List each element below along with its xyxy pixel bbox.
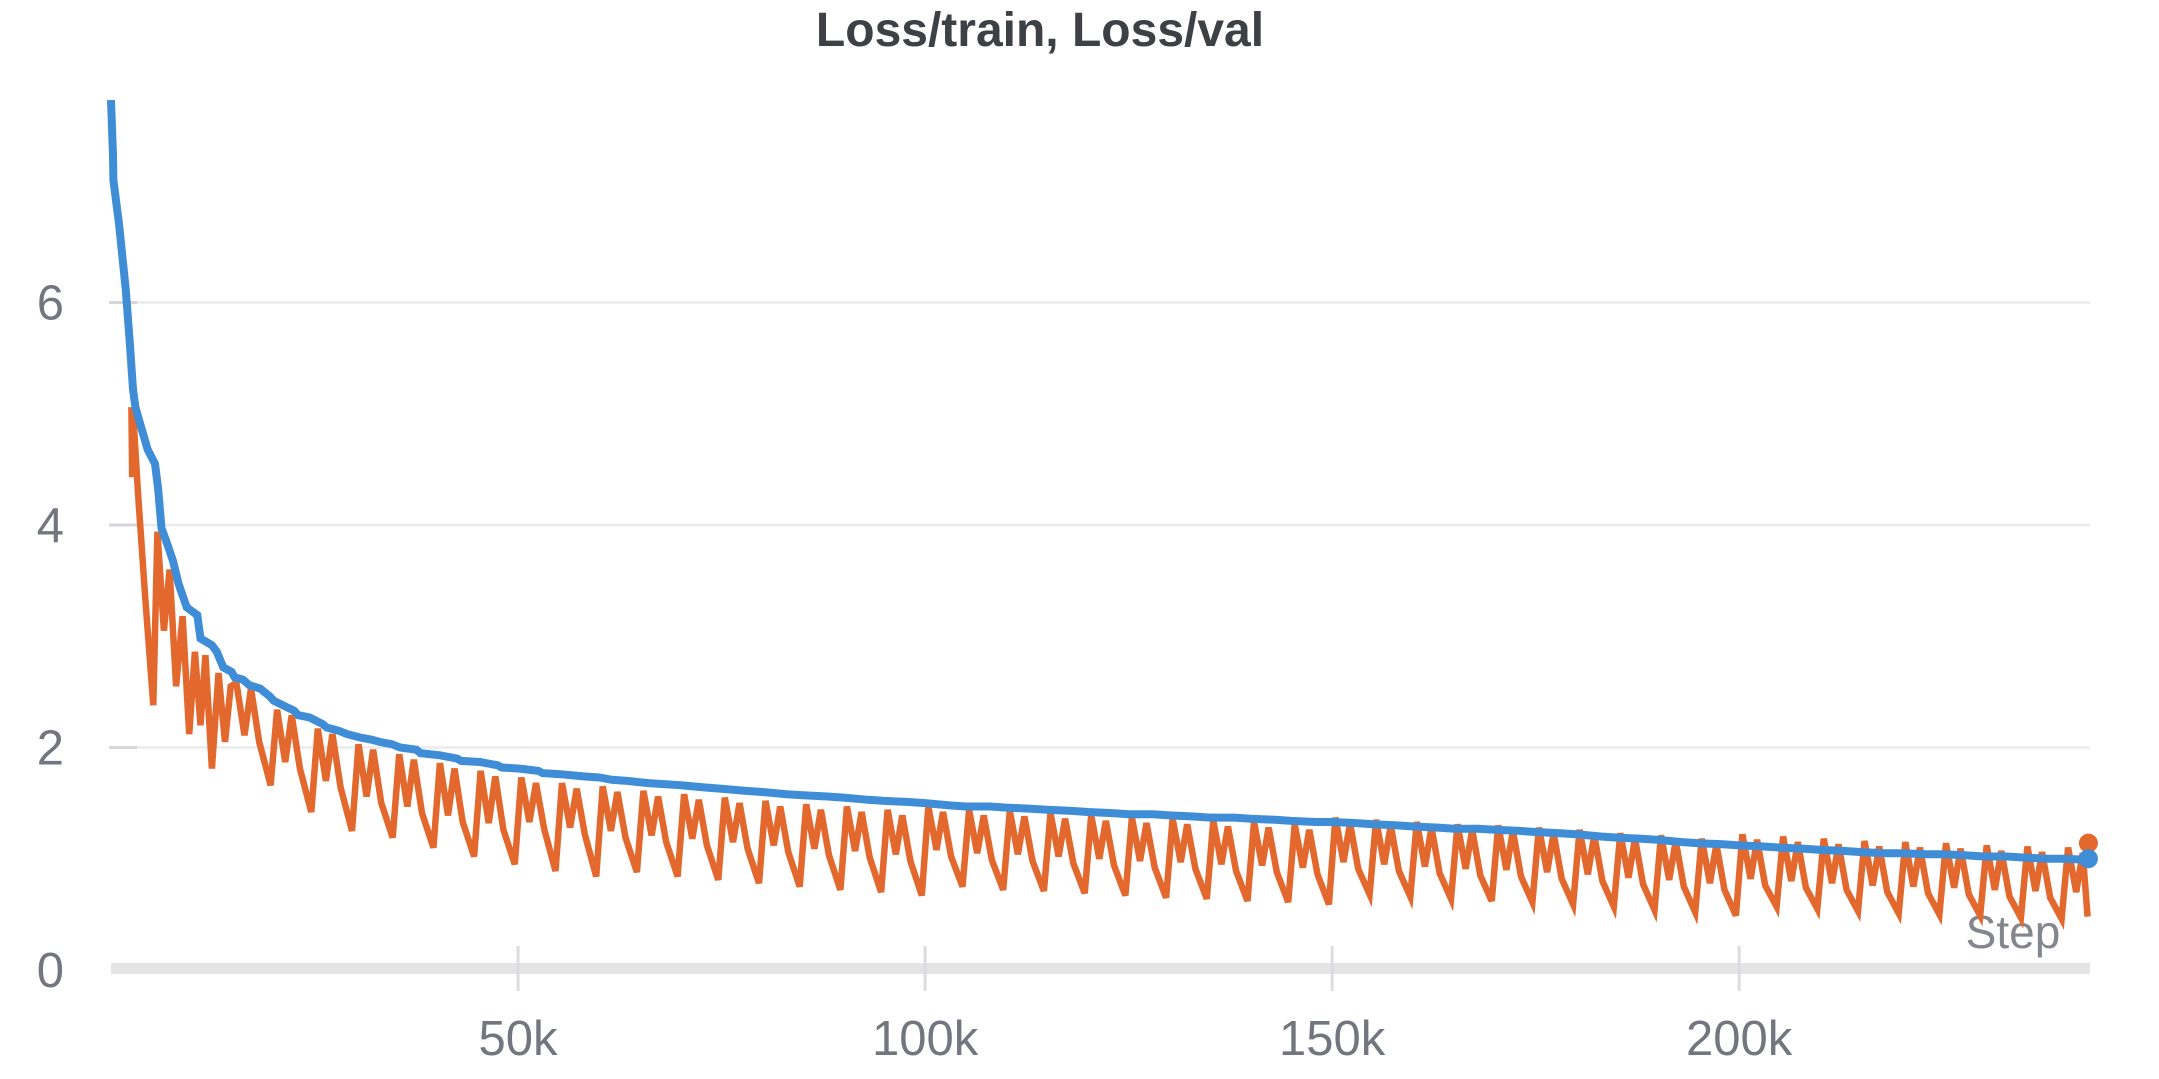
chart-title: Loss/train, Loss/val — [816, 4, 1264, 57]
x-tick-label-100k: 100k — [872, 1012, 979, 1066]
series-end-dot-Loss-train — [2078, 833, 2098, 853]
x-axis-baseline — [111, 963, 2090, 974]
gridlines — [109, 301, 2090, 749]
axes: 0 2 4 6 50k 100k 150k 200k — [37, 277, 2090, 1066]
series-end-dot-Loss-val — [2078, 849, 2098, 869]
x-tick-label-200k: 200k — [1686, 1012, 1793, 1066]
y-tick-label-2: 2 — [37, 722, 64, 776]
x-tick-label-50k: 50k — [479, 1012, 559, 1066]
y-tick-label-0: 0 — [37, 944, 64, 998]
series-end-dots — [2078, 833, 2098, 869]
series-line-Loss-train — [128, 407, 2091, 930]
x-tick-label-150k: 150k — [1279, 1012, 1386, 1066]
series-lines — [107, 99, 2091, 930]
y-tick-label-6: 6 — [37, 277, 64, 331]
series-line-Loss-val — [107, 99, 2089, 864]
y-tick-label-4: 4 — [37, 499, 64, 553]
